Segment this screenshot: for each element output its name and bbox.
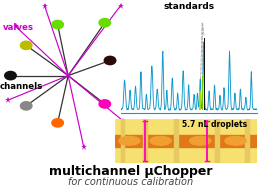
Ellipse shape	[225, 136, 246, 145]
Text: unknown: unknown	[175, 123, 213, 132]
Bar	[121, 119, 124, 163]
Text: multichannel μChopper: multichannel μChopper	[49, 165, 213, 177]
Circle shape	[20, 102, 32, 110]
Text: standards: standards	[163, 2, 214, 11]
Circle shape	[5, 71, 16, 80]
Circle shape	[99, 19, 111, 27]
Circle shape	[99, 100, 111, 108]
Ellipse shape	[190, 136, 211, 145]
Ellipse shape	[119, 136, 140, 145]
Bar	[215, 119, 219, 163]
Text: valves: valves	[3, 23, 34, 32]
Bar	[201, 76, 203, 110]
Bar	[143, 119, 147, 163]
Bar	[174, 119, 178, 163]
Circle shape	[104, 56, 116, 65]
Text: 5.7 nL droplets: 5.7 nL droplets	[182, 120, 247, 129]
Text: for continuous calibration: for continuous calibration	[68, 177, 194, 187]
Circle shape	[20, 41, 32, 50]
Bar	[199, 91, 201, 110]
Text: channels: channels	[0, 82, 43, 91]
Circle shape	[52, 20, 63, 29]
Bar	[245, 119, 249, 163]
Bar	[115, 135, 257, 147]
Ellipse shape	[150, 136, 171, 145]
Bar	[204, 38, 205, 110]
Circle shape	[52, 119, 63, 127]
